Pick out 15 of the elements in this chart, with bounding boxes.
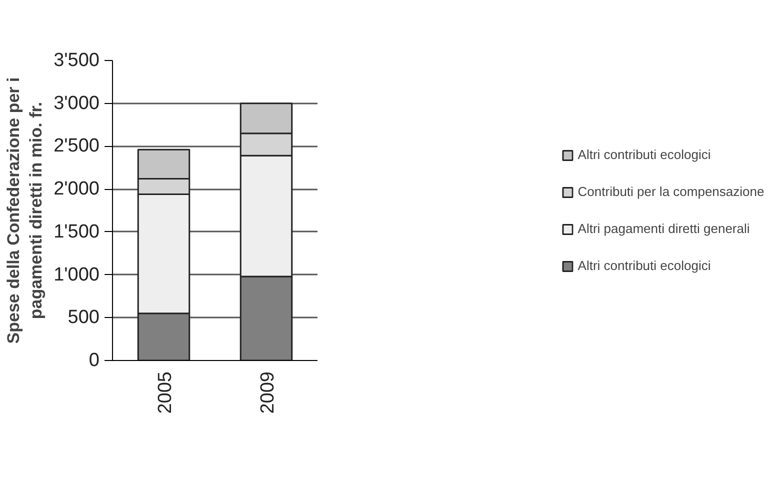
y-tick-label: 3'000 (54, 92, 100, 114)
legend-label: Contributi per la compensazione (578, 184, 764, 199)
y-tick-label: 1'000 (54, 264, 100, 286)
y-tick-label: 500 (68, 307, 100, 328)
y-tick-label: 3'500 (54, 50, 100, 71)
y-tick-label: 2'000 (54, 178, 100, 200)
y-tick-label: 0 (88, 350, 100, 371)
legend-label: Altri pagamenti diretti generali (578, 221, 750, 236)
y-axis-title: Spese della Confederazione per i pagamenti diretti in mio. fr. (4, 77, 46, 344)
legend-label: Altri contributi ecologici (578, 147, 711, 162)
y-tick-label: 1'500 (54, 221, 100, 242)
y-tick-label: 2'500 (54, 136, 100, 157)
legend-label: Altri contributi ecologici (578, 258, 711, 273)
x-tick-label: 2005 (154, 371, 176, 414)
x-tick-label: 2009 (257, 371, 278, 414)
